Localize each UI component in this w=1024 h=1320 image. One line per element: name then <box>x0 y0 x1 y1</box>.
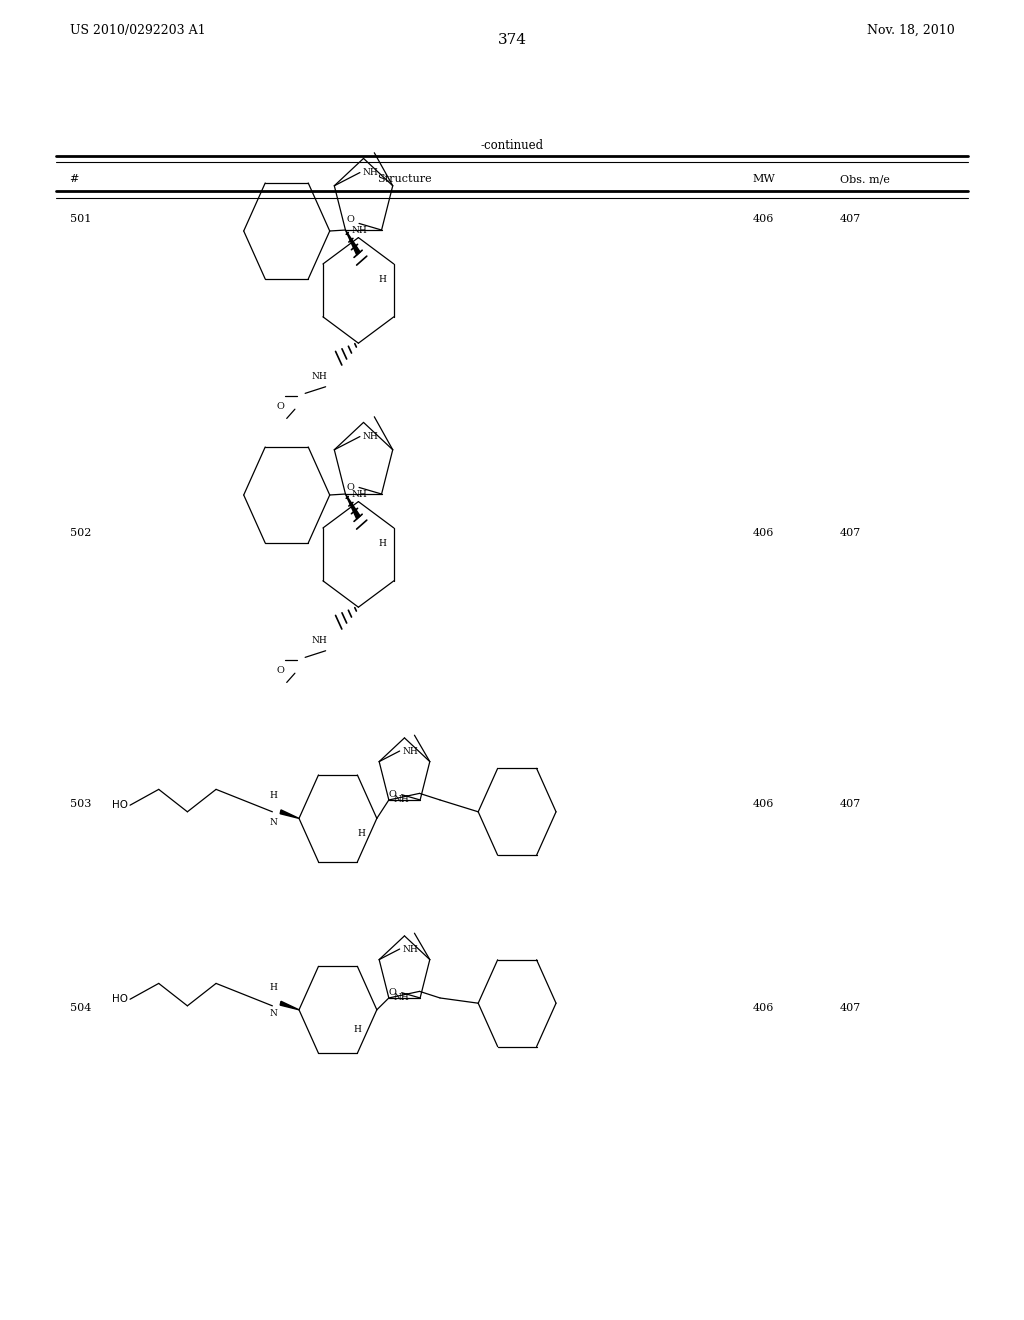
Text: 406: 406 <box>753 799 774 809</box>
Text: 406: 406 <box>753 528 774 539</box>
Text: N: N <box>269 1010 278 1018</box>
Text: NH: NH <box>402 945 419 953</box>
Text: MW: MW <box>753 174 775 185</box>
Polygon shape <box>345 230 360 255</box>
Text: H: H <box>379 540 387 548</box>
Text: O: O <box>346 215 354 224</box>
Text: NH: NH <box>312 636 328 644</box>
Text: 407: 407 <box>840 1003 861 1014</box>
Text: 502: 502 <box>70 528 91 539</box>
Text: US 2010/0292203 A1: US 2010/0292203 A1 <box>70 24 205 37</box>
Text: #: # <box>70 174 79 185</box>
Text: NH: NH <box>362 432 379 441</box>
Text: 407: 407 <box>840 528 861 539</box>
Text: NH: NH <box>351 490 368 499</box>
Text: NH: NH <box>312 372 328 380</box>
Text: 406: 406 <box>753 1003 774 1014</box>
Text: H: H <box>379 276 387 284</box>
Polygon shape <box>345 494 360 519</box>
Text: O: O <box>389 989 396 997</box>
Text: O: O <box>346 483 354 492</box>
Text: N: N <box>269 818 278 826</box>
Text: 501: 501 <box>70 214 91 224</box>
Text: 406: 406 <box>753 214 774 224</box>
Text: 503: 503 <box>70 799 91 809</box>
Polygon shape <box>281 810 299 818</box>
Text: O: O <box>276 667 285 675</box>
Text: H: H <box>357 829 366 838</box>
Polygon shape <box>281 1002 299 1010</box>
Text: Structure: Structure <box>377 174 432 185</box>
Text: HO: HO <box>112 994 128 1005</box>
Text: NH: NH <box>402 747 419 755</box>
Text: NH: NH <box>362 168 379 177</box>
Text: 407: 407 <box>840 214 861 224</box>
Text: 504: 504 <box>70 1003 91 1014</box>
Text: NH: NH <box>351 226 368 235</box>
Text: 374: 374 <box>498 33 526 48</box>
Text: 407: 407 <box>840 799 861 809</box>
Text: NH: NH <box>394 994 410 1002</box>
Text: O: O <box>389 791 396 799</box>
Text: H: H <box>353 1026 361 1035</box>
Text: Obs. m/e: Obs. m/e <box>840 174 890 185</box>
Text: HO: HO <box>112 800 128 810</box>
Text: Nov. 18, 2010: Nov. 18, 2010 <box>866 24 954 37</box>
Text: H: H <box>269 983 278 991</box>
Text: NH: NH <box>394 796 410 804</box>
Text: H: H <box>269 792 278 800</box>
Text: -continued: -continued <box>480 139 544 152</box>
Text: O: O <box>276 403 285 411</box>
